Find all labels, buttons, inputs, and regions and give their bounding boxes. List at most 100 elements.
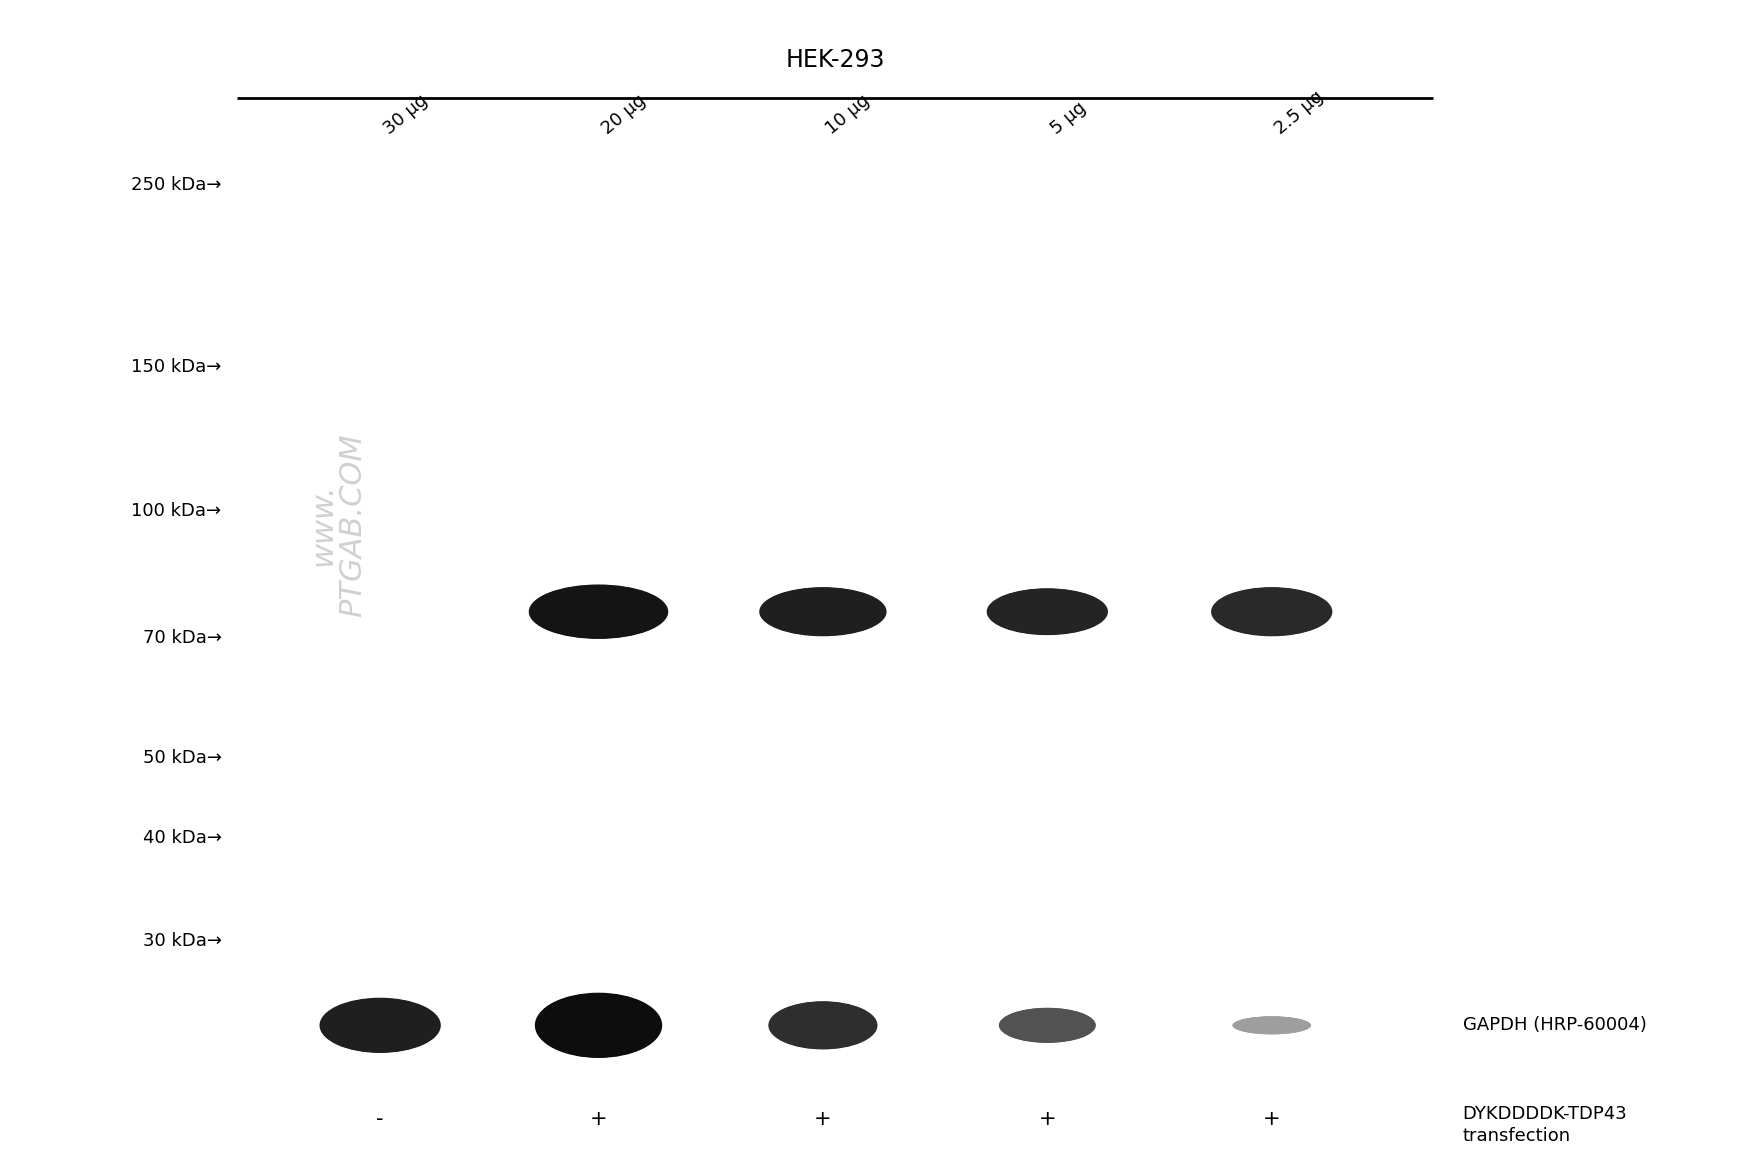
Ellipse shape: [1007, 1011, 1086, 1040]
Ellipse shape: [789, 599, 856, 624]
Ellipse shape: [799, 1014, 847, 1036]
Ellipse shape: [564, 1007, 633, 1043]
Ellipse shape: [1000, 593, 1093, 630]
Ellipse shape: [815, 609, 829, 614]
Ellipse shape: [778, 1006, 866, 1044]
Ellipse shape: [1026, 604, 1068, 620]
Ellipse shape: [1019, 601, 1075, 622]
Ellipse shape: [562, 1007, 634, 1043]
Ellipse shape: [327, 1002, 432, 1049]
Ellipse shape: [775, 1004, 870, 1047]
Ellipse shape: [785, 598, 859, 625]
Ellipse shape: [1237, 1018, 1305, 1033]
Ellipse shape: [1242, 600, 1300, 623]
Ellipse shape: [541, 590, 655, 635]
Text: 5 μg: 5 μg: [1047, 99, 1089, 138]
Ellipse shape: [560, 598, 636, 627]
Ellipse shape: [350, 1011, 411, 1040]
Ellipse shape: [1247, 602, 1295, 621]
Ellipse shape: [1260, 1022, 1283, 1028]
Ellipse shape: [775, 593, 870, 630]
Ellipse shape: [1005, 595, 1089, 628]
Ellipse shape: [1242, 600, 1298, 623]
Text: -: -: [376, 1109, 383, 1130]
Ellipse shape: [1001, 594, 1093, 629]
Ellipse shape: [778, 594, 866, 629]
Ellipse shape: [1232, 595, 1309, 628]
Ellipse shape: [546, 999, 650, 1051]
Ellipse shape: [543, 997, 654, 1054]
Ellipse shape: [323, 999, 436, 1051]
Ellipse shape: [1010, 1012, 1082, 1039]
Ellipse shape: [798, 1014, 847, 1036]
Ellipse shape: [1239, 1018, 1304, 1033]
Ellipse shape: [791, 1011, 856, 1040]
Ellipse shape: [336, 1005, 423, 1046]
Ellipse shape: [770, 1002, 877, 1049]
Ellipse shape: [1223, 592, 1320, 631]
Ellipse shape: [580, 605, 615, 619]
Ellipse shape: [1235, 597, 1307, 627]
Ellipse shape: [571, 1011, 625, 1040]
Ellipse shape: [759, 587, 886, 636]
Ellipse shape: [996, 592, 1096, 631]
Ellipse shape: [773, 1004, 871, 1047]
Ellipse shape: [1219, 591, 1321, 632]
Ellipse shape: [367, 1019, 394, 1032]
Ellipse shape: [1239, 1018, 1304, 1033]
Ellipse shape: [343, 1009, 418, 1042]
Ellipse shape: [1007, 597, 1088, 627]
Ellipse shape: [784, 1009, 861, 1042]
Ellipse shape: [1000, 1009, 1095, 1042]
Ellipse shape: [1003, 595, 1091, 629]
Text: 30 μg: 30 μg: [380, 92, 430, 138]
Ellipse shape: [344, 1009, 416, 1042]
Ellipse shape: [1237, 598, 1305, 625]
Ellipse shape: [355, 1014, 404, 1036]
Ellipse shape: [792, 600, 852, 623]
Ellipse shape: [817, 1022, 828, 1028]
Ellipse shape: [1033, 1020, 1061, 1031]
Ellipse shape: [1211, 587, 1330, 636]
Ellipse shape: [564, 599, 633, 625]
Ellipse shape: [548, 1001, 647, 1050]
Ellipse shape: [353, 1013, 406, 1037]
Ellipse shape: [339, 1007, 420, 1043]
Ellipse shape: [801, 604, 843, 620]
Ellipse shape: [991, 591, 1102, 632]
Ellipse shape: [794, 1012, 852, 1039]
Ellipse shape: [1003, 1010, 1091, 1041]
Ellipse shape: [576, 1014, 620, 1036]
Ellipse shape: [761, 587, 884, 636]
Ellipse shape: [785, 1009, 859, 1042]
Ellipse shape: [1263, 1024, 1279, 1027]
Ellipse shape: [1031, 1020, 1063, 1031]
Ellipse shape: [1251, 1021, 1291, 1029]
Ellipse shape: [806, 606, 838, 617]
Text: +: +: [1262, 1109, 1279, 1130]
Ellipse shape: [1218, 590, 1325, 634]
Ellipse shape: [773, 1004, 871, 1047]
Ellipse shape: [770, 1002, 875, 1049]
Ellipse shape: [1012, 598, 1082, 625]
Ellipse shape: [777, 594, 868, 629]
Ellipse shape: [531, 585, 666, 638]
Ellipse shape: [578, 604, 618, 620]
Ellipse shape: [587, 1020, 608, 1031]
Ellipse shape: [805, 605, 842, 619]
Ellipse shape: [351, 1012, 408, 1039]
Ellipse shape: [534, 586, 662, 637]
Ellipse shape: [789, 1011, 856, 1040]
Ellipse shape: [358, 1016, 401, 1035]
Ellipse shape: [553, 1003, 643, 1048]
Ellipse shape: [1235, 1018, 1305, 1033]
Ellipse shape: [322, 999, 437, 1051]
Ellipse shape: [550, 593, 647, 631]
Ellipse shape: [557, 595, 640, 628]
Ellipse shape: [1023, 1017, 1070, 1034]
Ellipse shape: [775, 593, 870, 630]
Ellipse shape: [993, 591, 1100, 632]
Ellipse shape: [994, 591, 1100, 632]
Ellipse shape: [1240, 1019, 1300, 1032]
Ellipse shape: [1244, 1019, 1298, 1032]
